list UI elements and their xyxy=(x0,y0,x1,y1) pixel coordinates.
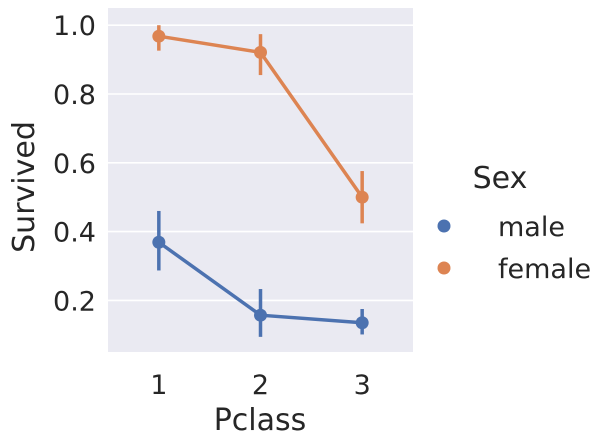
series-male xyxy=(152,210,369,337)
y-tick-labels: 0.2 0.4 0.6 0.8 1.0 xyxy=(53,11,96,317)
legend: Sex male female xyxy=(437,161,591,285)
data-point xyxy=(152,235,166,249)
series-layer xyxy=(152,25,369,337)
legend-entry: male xyxy=(498,212,565,243)
y-tick-label: 0.8 xyxy=(53,80,96,111)
x-tick-label: 3 xyxy=(354,370,371,401)
x-tick-label: 1 xyxy=(150,370,167,401)
data-point xyxy=(254,45,267,59)
x-tick-labels: 1 2 3 xyxy=(150,370,371,401)
y-tick-label: 0.2 xyxy=(53,286,96,317)
y-tick-label: 0.6 xyxy=(53,149,96,180)
y-tick-label: 0.4 xyxy=(53,218,96,249)
data-point xyxy=(254,308,267,322)
legend-title: Sex xyxy=(473,161,528,196)
legend-marker xyxy=(437,261,451,275)
data-point xyxy=(152,29,166,43)
legend-entry: female xyxy=(498,254,591,285)
data-point xyxy=(355,316,369,330)
data-point xyxy=(355,190,369,204)
x-axis-label: Pclass xyxy=(214,403,307,438)
y-tick-label: 1.0 xyxy=(53,11,96,42)
series-female xyxy=(152,25,369,224)
legend-marker xyxy=(437,219,451,233)
y-axis-label: Survived xyxy=(7,121,42,253)
x-tick-label: 2 xyxy=(252,370,269,401)
